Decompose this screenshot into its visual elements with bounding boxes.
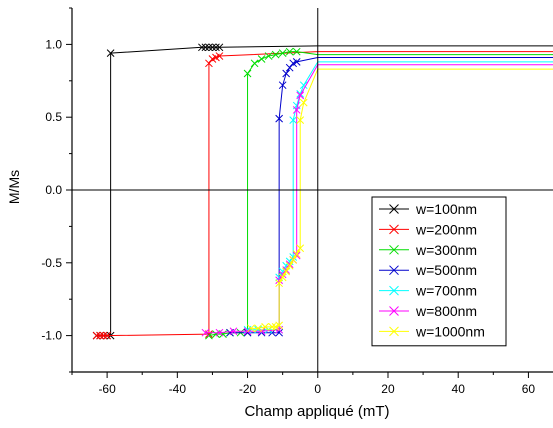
data-point xyxy=(289,256,298,264)
data-point xyxy=(278,49,287,57)
legend-entry: w=800nm xyxy=(379,303,477,319)
legend-entry: w=1000nm xyxy=(379,323,485,339)
data-point xyxy=(296,244,305,253)
data-point xyxy=(243,328,252,337)
series-layer xyxy=(92,43,553,340)
x-tick-label: 20 xyxy=(381,382,395,396)
data-point xyxy=(208,43,217,52)
data-point xyxy=(92,331,101,340)
legend-label: w=1000nm xyxy=(415,323,485,339)
series-line xyxy=(208,51,553,337)
legend-label: w=500nm xyxy=(415,262,477,278)
data-point xyxy=(103,331,111,340)
data-point xyxy=(275,279,283,288)
x-tick-label: -40 xyxy=(169,382,187,396)
y-tick-label: -0.5 xyxy=(41,256,62,270)
series-w=200nm xyxy=(92,51,553,340)
data-point xyxy=(299,81,308,90)
data-point xyxy=(215,328,224,337)
legend-entry: w=300nm xyxy=(379,242,477,258)
y-tick-label: -1.0 xyxy=(41,329,62,343)
data-point xyxy=(257,55,266,63)
series-w=1000nm xyxy=(247,68,553,333)
x-tick-label: 60 xyxy=(522,382,536,396)
legend-marker xyxy=(389,244,399,255)
legend-label: w=700nm xyxy=(415,283,477,299)
data-point xyxy=(296,91,305,100)
data-point xyxy=(99,331,108,340)
data-point xyxy=(205,43,213,52)
data-point xyxy=(96,331,104,340)
x-tick-label: 40 xyxy=(452,382,466,396)
data-point xyxy=(292,250,301,258)
legend-label: w=200nm xyxy=(415,221,477,237)
data-point xyxy=(198,43,206,52)
y-tick-label: 0.5 xyxy=(45,110,62,124)
data-point xyxy=(106,49,115,57)
data-point xyxy=(261,323,269,331)
x-tick-label: -60 xyxy=(98,382,116,396)
data-point xyxy=(292,106,301,114)
data-point xyxy=(201,43,210,52)
data-point xyxy=(271,50,280,59)
legend-marker xyxy=(389,306,399,316)
data-point xyxy=(205,59,213,68)
x-axis-label: Champ appliqué (mT) xyxy=(244,403,389,420)
y-tick-label: 0.0 xyxy=(45,183,62,197)
y-axis-label: M/Ms xyxy=(6,170,22,204)
data-point xyxy=(278,81,287,90)
data-point xyxy=(275,328,283,337)
data-point xyxy=(254,324,262,333)
legend-entry: w=500nm xyxy=(379,262,477,278)
data-point xyxy=(285,261,294,270)
data-point xyxy=(275,114,283,123)
data-point xyxy=(299,98,308,107)
data-point xyxy=(250,59,259,68)
legend-marker xyxy=(389,224,399,235)
data-point xyxy=(215,43,224,52)
data-point xyxy=(201,328,210,337)
reference-lines xyxy=(72,8,553,372)
x-tick-label: 0 xyxy=(314,382,321,396)
legend-entry: w=700nm xyxy=(379,283,477,299)
data-point xyxy=(275,321,283,330)
x-tick-label: -20 xyxy=(239,382,257,396)
data-point xyxy=(282,69,291,78)
data-point xyxy=(264,52,273,60)
data-point xyxy=(296,116,305,124)
data-point xyxy=(229,327,238,336)
legend-marker xyxy=(389,204,399,214)
data-point xyxy=(278,273,287,282)
legend-marker xyxy=(389,265,399,276)
legend: w=100nm w=200nm w=300nm w=500nm w=700nm w=800… xyxy=(371,196,507,347)
data-point xyxy=(289,116,298,124)
data-point xyxy=(205,330,213,338)
data-point xyxy=(285,63,294,72)
data-point xyxy=(247,324,255,333)
legend-marker xyxy=(389,285,399,296)
axes: -60 -40 -20 0 20 40 60 -1.0 -0.5 0.0 0.5 1.0 xyxy=(41,7,553,396)
legend-label: w=300nm xyxy=(415,242,477,258)
data-point xyxy=(215,52,224,60)
y-tick-label: 1.0 xyxy=(45,37,62,51)
data-point xyxy=(292,47,301,56)
data-point xyxy=(292,58,301,66)
legend-entry: w=200nm xyxy=(379,221,477,237)
data-point xyxy=(268,323,276,331)
legend-label: w=800nm xyxy=(415,303,477,319)
data-point xyxy=(282,267,291,276)
data-point xyxy=(285,47,294,56)
legend-label: w=100nm xyxy=(415,201,477,217)
data-point xyxy=(212,43,220,52)
data-point xyxy=(243,69,252,78)
legend-marker xyxy=(389,326,399,337)
legend-box xyxy=(371,196,507,347)
legend-entry: w=100nm xyxy=(379,201,477,217)
